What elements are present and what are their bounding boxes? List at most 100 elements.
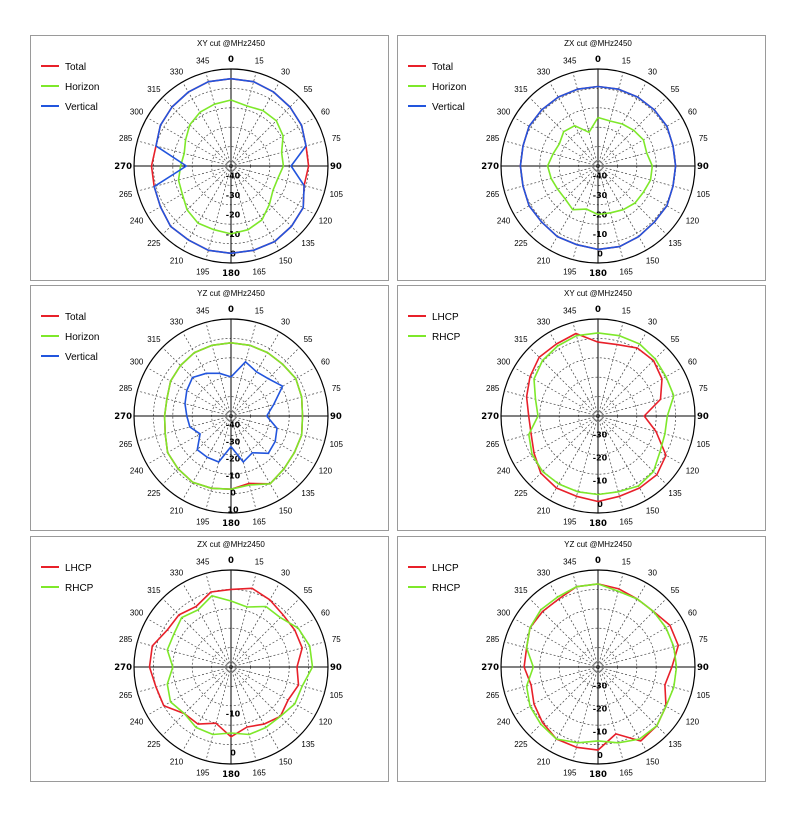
chart-title: XY cut @MHz2450	[564, 289, 633, 298]
radial-tick-label: 0	[597, 500, 603, 509]
grid-spoke	[513, 117, 599, 167]
angle-tick-label: 330	[170, 318, 184, 327]
grid-spoke	[230, 573, 257, 668]
angle-tick-label: 0	[595, 55, 601, 65]
grid-spoke	[182, 415, 232, 501]
grid-spoke	[230, 72, 257, 167]
grid-spoke	[597, 666, 692, 693]
radial-tick-label: 10	[227, 506, 239, 515]
angle-tick-label: 90	[330, 412, 342, 422]
legend-label: Horizon	[432, 82, 466, 93]
angle-tick-label: 75	[332, 635, 341, 644]
angle-tick-label: 240	[130, 217, 144, 226]
angle-tick-label: 165	[620, 517, 634, 526]
angle-tick-label: 225	[514, 740, 528, 749]
angle-tick-label: 75	[699, 384, 708, 393]
polar-chart-yz-circular: YZ cut @MHz2450 0 15 30 55 60 75 90 105 120 135 150…	[397, 536, 766, 782]
grid-spoke	[597, 598, 667, 668]
grid-spoke	[597, 415, 667, 485]
grid-spoke	[230, 322, 257, 417]
legend-label: Vertical	[65, 102, 98, 113]
grid-spoke	[182, 165, 232, 251]
angle-tick-label: 195	[563, 517, 577, 526]
angle-tick-label: 55	[671, 85, 680, 94]
grid-spoke	[504, 666, 599, 693]
angle-tick-label: 285	[119, 134, 133, 143]
angle-tick-label: 315	[147, 85, 161, 94]
grid-spoke	[529, 415, 599, 485]
radial-tick-label: -30	[593, 430, 608, 439]
angle-tick-label: 120	[319, 217, 333, 226]
grid-spoke	[146, 165, 232, 215]
angle-tick-label: 75	[699, 134, 708, 143]
series-line-rhcp	[528, 332, 675, 496]
radial-tick-label: -10	[226, 710, 241, 719]
angle-tick-label: 135	[301, 740, 315, 749]
grid-spoke	[230, 415, 316, 465]
angle-tick-label: 300	[497, 358, 511, 367]
legend-label: RHCP	[432, 332, 461, 343]
angle-tick-label: 105	[697, 190, 711, 199]
polar-chart-xy-total: XY cut @MHz2450 0 15 30 55 60 75 90 105 120 135 150…	[30, 35, 389, 281]
angle-tick-label: 120	[686, 718, 700, 727]
grid-spoke	[504, 390, 599, 417]
grid-spoke	[230, 117, 316, 167]
angle-tick-label: 75	[332, 134, 341, 143]
chart-svg: ZX cut @MHz2450 0 15 30 55 60 75 90 105 120 135 150…	[408, 39, 711, 279]
grid-spoke	[162, 347, 232, 417]
radial-tick-label: 0	[230, 489, 236, 498]
angle-tick-label: 120	[319, 718, 333, 727]
grid-spoke	[597, 117, 683, 167]
grid-spoke	[205, 165, 232, 260]
radial-tick-label: -20	[226, 211, 241, 220]
radial-tick-label: -30	[593, 681, 608, 690]
grid-spoke	[205, 415, 232, 510]
angle-tick-label: 330	[537, 569, 551, 578]
grid-spoke	[597, 322, 624, 417]
angle-tick-label: 75	[332, 384, 341, 393]
polar-chart-zx-circular: ZX cut @MHz2450 0 15 30 55 60 75 90 105 120 135 150…	[30, 536, 389, 782]
angle-tick-label: 150	[279, 506, 293, 515]
angle-tick-label: 180	[589, 269, 607, 279]
angle-tick-label: 90	[697, 412, 709, 422]
grid-spoke	[230, 415, 280, 501]
angle-tick-label: 150	[646, 256, 660, 265]
grid-spoke	[137, 165, 232, 192]
radial-tick-label: -10	[593, 728, 608, 737]
radial-tick-label: 0	[230, 748, 236, 757]
angle-tick-label: 300	[497, 108, 511, 117]
angle-tick-label: 210	[170, 256, 184, 265]
angle-tick-label: 210	[537, 757, 551, 766]
grid-spoke	[597, 367, 683, 417]
legend-label: LHCP	[65, 563, 92, 574]
grid-spoke	[137, 390, 232, 417]
grid-spoke	[529, 165, 599, 235]
chart-svg: XY cut @MHz2450 0 15 30 55 60 75 90 105 120 135 150…	[408, 289, 711, 529]
grid-spoke	[230, 140, 325, 167]
legend-label: Horizon	[65, 82, 99, 93]
radial-tick-label: 0	[597, 249, 603, 258]
angle-tick-label: 60	[321, 609, 330, 618]
angle-tick-label: 15	[255, 307, 264, 316]
angle-tick-label: 270	[481, 412, 499, 422]
grid-spoke	[230, 415, 325, 442]
angle-tick-label: 285	[119, 384, 133, 393]
angle-tick-label: 240	[130, 718, 144, 727]
grid-spoke	[597, 72, 624, 167]
grid-spoke	[230, 598, 300, 668]
angle-tick-label: 210	[170, 506, 184, 515]
angle-tick-label: 55	[304, 85, 313, 94]
angle-tick-label: 240	[497, 467, 511, 476]
radial-tick-label: -40	[593, 172, 608, 181]
grid-spoke	[549, 582, 599, 668]
angle-tick-label: 225	[514, 239, 528, 248]
angle-tick-label: 55	[671, 335, 680, 344]
angle-tick-label: 105	[330, 440, 344, 449]
grid-spoke	[230, 367, 316, 417]
grid-spoke	[572, 573, 599, 668]
angle-tick-label: 135	[301, 489, 315, 498]
chart-svg: YZ cut @MHz2450 0 15 30 55 60 75 90 105 120 135 150…	[41, 289, 344, 529]
angle-tick-label: 225	[147, 239, 161, 248]
angle-tick-label: 225	[147, 489, 161, 498]
grid-spoke	[230, 415, 300, 485]
